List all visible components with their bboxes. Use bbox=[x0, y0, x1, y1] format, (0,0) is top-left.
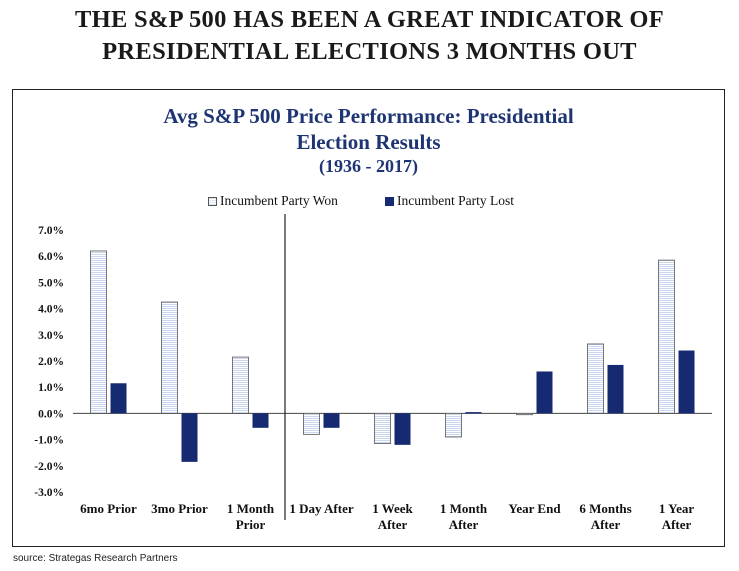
legend-item-won: Incumbent Party Won bbox=[208, 193, 338, 209]
bar-lost bbox=[323, 413, 340, 428]
bar-won bbox=[374, 412, 391, 444]
y-tick-label: -3.0% bbox=[34, 487, 64, 499]
bar-won bbox=[232, 356, 249, 414]
bar-lost bbox=[181, 413, 198, 462]
bar-won bbox=[161, 301, 178, 414]
bar-won bbox=[445, 412, 462, 438]
legend-swatch-lost bbox=[385, 196, 394, 206]
bar-lost bbox=[110, 383, 127, 414]
legend-label-lost: Incumbent Party Lost bbox=[397, 193, 514, 208]
headline-line-1: THE S&P 500 HAS BEEN A GREAT INDICATOR O… bbox=[74, 6, 665, 33]
x-category-label: 6mo Prior bbox=[80, 501, 137, 516]
x-category-label: 1 Month bbox=[440, 501, 488, 516]
bar-won bbox=[90, 250, 107, 414]
x-category-label: 1 Week bbox=[372, 501, 413, 516]
y-tick-label: 1.0% bbox=[38, 382, 64, 394]
chart-title-line-3: (1936 - 2017) bbox=[319, 156, 418, 176]
bar-lost bbox=[394, 413, 411, 445]
bar-won bbox=[516, 412, 533, 416]
y-tick-label: 5.0% bbox=[38, 277, 64, 289]
legend-item-lost: Incumbent Party Lost bbox=[385, 193, 514, 209]
x-category-label: 1 Year bbox=[659, 501, 694, 516]
chart-title-line-2: Election Results bbox=[296, 130, 441, 154]
legend-swatch-won bbox=[208, 196, 217, 206]
x-category-label: After bbox=[449, 517, 479, 532]
y-tick-label: 3.0% bbox=[38, 330, 64, 342]
y-tick-label: 2.0% bbox=[38, 356, 64, 368]
x-category-label: Prior bbox=[236, 517, 266, 532]
x-category-label: After bbox=[662, 517, 692, 532]
y-tick-label: 4.0% bbox=[38, 304, 64, 316]
bar-lost bbox=[465, 412, 482, 414]
y-tick-label: 6.0% bbox=[38, 251, 64, 263]
x-category-label: 6 Months bbox=[579, 501, 631, 516]
bar-won bbox=[303, 412, 320, 435]
bar-lost bbox=[678, 350, 695, 414]
headline-line-2: PRESIDENTIAL ELECTIONS 3 MONTHS OUT bbox=[102, 38, 637, 65]
x-category-label: 3mo Prior bbox=[151, 501, 208, 516]
x-category-label: 1 Day After bbox=[289, 501, 353, 516]
bar-lost bbox=[536, 371, 553, 414]
x-category-label: After bbox=[378, 517, 408, 532]
x-category-label: Year End bbox=[508, 501, 561, 516]
bar-lost bbox=[607, 364, 624, 414]
x-category-label: After bbox=[591, 517, 621, 532]
legend-label-won: Incumbent Party Won bbox=[220, 193, 338, 208]
x-category-label: 1 Month bbox=[227, 501, 275, 516]
source-note: source: Strategas Research Partners bbox=[13, 553, 178, 564]
bar-won bbox=[587, 343, 604, 414]
chart-legend: Incumbent Party Won Incumbent Party Lost bbox=[0, 193, 739, 213]
bar-won bbox=[658, 259, 675, 414]
y-tick-label: -1.0% bbox=[34, 435, 64, 447]
bar-lost bbox=[252, 413, 269, 428]
chart-frame bbox=[12, 89, 725, 547]
chart-title-line-1: Avg S&P 500 Price Performance: President… bbox=[163, 104, 574, 128]
y-tick-label: 7.0% bbox=[38, 225, 64, 237]
y-tick-label: 0.0% bbox=[38, 408, 64, 420]
y-tick-label: -2.0% bbox=[34, 461, 64, 473]
